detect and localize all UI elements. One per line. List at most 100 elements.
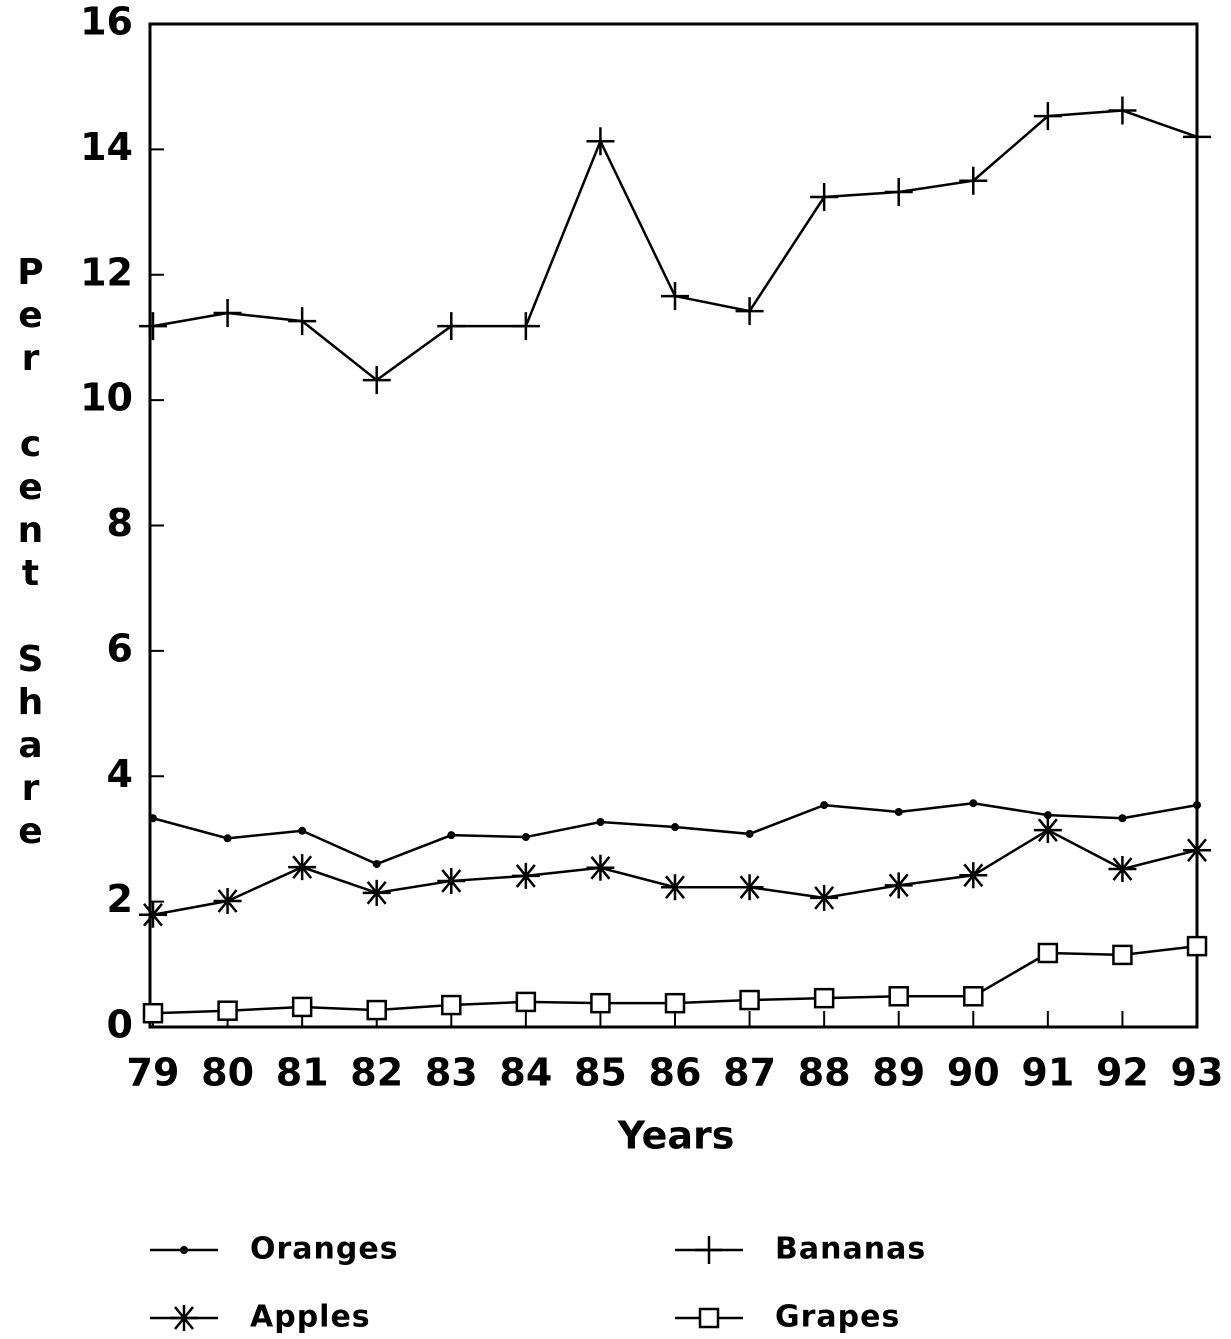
marker [894,807,903,816]
star [170,1305,198,1331]
plus [735,297,764,326]
marker [969,799,978,808]
square [664,992,686,1014]
marker [586,127,615,156]
plus [139,312,167,341]
x-tick-label: 82 [350,1051,403,1095]
plus [884,178,913,207]
x-tick-label: 88 [798,1051,851,1095]
marker [217,1000,238,1021]
marker [1037,942,1059,964]
marker [515,991,537,1013]
marker [366,999,387,1021]
square [698,1307,720,1329]
x-tick-label: 86 [649,1051,702,1095]
star [735,874,764,901]
marker [586,854,615,881]
legend-label: Grapes [775,1300,900,1335]
marker [1043,811,1052,820]
marker [1186,935,1208,957]
dot [447,831,456,840]
plus [1108,96,1137,125]
marker [511,312,540,341]
star [437,867,466,894]
star [1183,837,1211,864]
legend-label: Apples [250,1300,371,1335]
y-axis-title: Per cent Share [10,252,51,854]
y-tick-label: 16 [80,0,133,44]
square [1186,935,1208,957]
star [139,901,167,928]
series-line [152,828,1198,917]
plus [661,282,689,311]
square [1037,942,1059,964]
star [213,887,242,914]
star [362,879,391,906]
series-line [152,109,1198,382]
star [1108,856,1137,883]
marker [441,994,462,1016]
star [1033,817,1062,844]
dot [521,833,530,842]
y-tick-label: 6 [107,626,133,670]
plus [437,312,466,341]
plus [362,366,391,395]
marker [180,1246,188,1254]
x-tick-label: 80 [201,1051,254,1095]
dot [180,1246,188,1254]
dot [1118,814,1127,823]
plus [1033,102,1062,131]
marker [963,986,984,1007]
plot-frame [148,22,1199,1029]
square [515,991,537,1013]
y-tick-label: 10 [80,376,133,420]
x-tick-label: 89 [872,1051,925,1095]
dot [745,829,754,838]
dot [894,807,903,816]
marker [213,298,242,327]
marker [1108,856,1137,883]
marker [959,166,988,195]
marker [1183,122,1211,151]
marker [139,901,167,928]
x-tick-label: 84 [499,1051,552,1095]
x-tick-label: 81 [276,1051,329,1095]
x-tick-label: 85 [574,1051,627,1095]
marker [139,312,167,341]
y-tick-label: 14 [80,125,133,169]
marker [1193,801,1201,810]
square [739,989,760,1011]
dot [223,834,232,843]
marker [298,826,307,835]
marker [213,887,242,914]
marker [170,1305,198,1331]
dot [149,814,157,823]
marker [671,823,679,832]
marker [590,992,611,1014]
star [884,872,913,899]
marker [661,282,689,311]
plus [213,298,242,327]
y-tick-label: 2 [107,877,133,921]
dot [1043,811,1052,820]
square [813,987,835,1009]
marker [521,833,530,842]
marker [291,996,313,1018]
x-tick-label: 79 [127,1051,180,1095]
legend-label: Oranges [250,1232,399,1267]
square [963,986,984,1007]
marker [810,183,839,212]
marker [372,860,381,869]
marker [1033,817,1062,844]
square [590,992,611,1014]
marker [884,178,913,207]
marker [511,862,540,889]
x-tick-label: 90 [947,1051,1000,1095]
marker [149,814,157,823]
x-tick-label: 87 [723,1051,776,1095]
plus [810,183,839,212]
marker [362,366,391,395]
marker [810,884,839,911]
